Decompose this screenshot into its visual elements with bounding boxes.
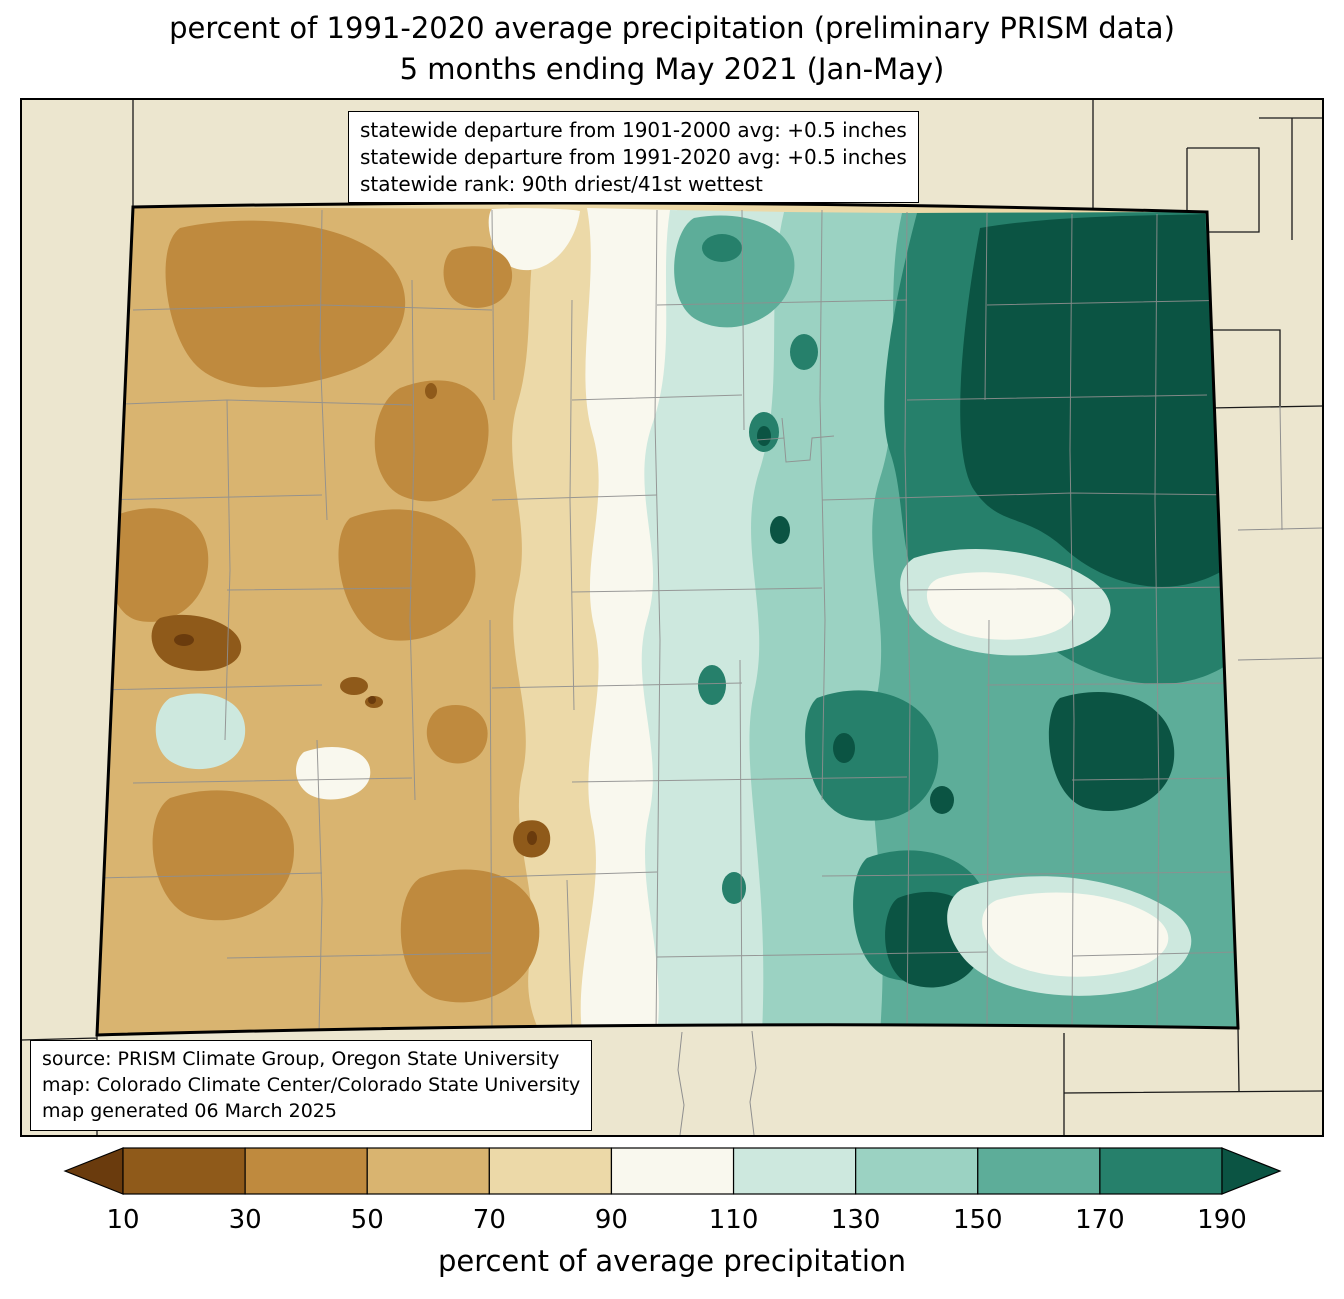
colorbar-segment bbox=[488, 1147, 613, 1195]
title-line-2: 5 months ending May 2021 (Jan-May) bbox=[399, 52, 945, 87]
colorado-precipitation-map bbox=[22, 100, 1322, 1135]
colorbar-segment bbox=[610, 1147, 735, 1195]
layer-30-50 bbox=[97, 220, 540, 1003]
stat-line: statewide departure from 1991-2020 avg: … bbox=[360, 144, 907, 169]
colorbar-segment bbox=[1099, 1147, 1223, 1195]
layer-90-110 bbox=[296, 208, 677, 1033]
source-line: map: Colorado Climate Center/Colorado St… bbox=[42, 1074, 581, 1097]
colorbar-label: percent of average precipitation bbox=[437, 1244, 907, 1278]
colorbar-segment bbox=[122, 1147, 246, 1195]
source-box: source: PRISM Climate Group, Oregon Stat… bbox=[30, 1040, 593, 1131]
colorbar-tick: 50 bbox=[351, 1205, 384, 1235]
title-line-1: percent of 1991-2020 average precipitati… bbox=[169, 11, 1175, 45]
county-lines bbox=[97, 209, 1238, 1034]
source-line: map generated 06 March 2025 bbox=[42, 1100, 337, 1123]
colorbar-tick: 130 bbox=[831, 1205, 881, 1235]
layer-130-150 bbox=[749, 212, 910, 1033]
colorbar-scale: 10 30 50 70 90 110 130 150 170 190 bbox=[63, 1147, 1282, 1235]
stat-line: statewide rank: 90th driest/41st wettest bbox=[360, 171, 763, 196]
contour-layers bbox=[97, 203, 1238, 1035]
colorbar-arrow-low bbox=[63, 1147, 124, 1195]
colorbar-tick: 90 bbox=[595, 1205, 628, 1235]
colorbar-tick: 10 bbox=[106, 1205, 139, 1235]
colorbar-tick: 30 bbox=[229, 1205, 262, 1235]
source-line: source: PRISM Climate Group, Oregon Stat… bbox=[42, 1048, 560, 1070]
statewide-stats-box: statewide departure from 1901-2000 avg: … bbox=[348, 111, 919, 204]
colorbar-segment bbox=[366, 1147, 490, 1195]
layer-lt-10 bbox=[174, 634, 537, 845]
colorbar: 10 30 50 70 90 110 130 150 170 190 percent of ave… bbox=[0, 1142, 1344, 1278]
colorbar-tick: 110 bbox=[709, 1205, 759, 1235]
layer-110-130 bbox=[155, 210, 790, 1033]
colorbar-segment bbox=[244, 1147, 368, 1195]
colorbar-segment bbox=[977, 1147, 1101, 1195]
colorbar-tick: 150 bbox=[953, 1205, 1003, 1235]
colorbar-tick: 170 bbox=[1075, 1205, 1125, 1235]
colorbar-tick: 70 bbox=[473, 1205, 506, 1235]
neighbor-county-lines bbox=[677, 405, 1322, 1135]
colorbar-segment bbox=[732, 1147, 857, 1195]
stat-line: statewide departure from 1901-2000 avg: … bbox=[360, 118, 907, 142]
map-frame: statewide departure from 1901-2000 avg: … bbox=[20, 98, 1324, 1137]
colorbar-tick: 190 bbox=[1197, 1205, 1247, 1235]
figure-title: percent of 1991-2020 average precipitati… bbox=[0, 8, 1344, 90]
colorbar-arrow-high bbox=[1221, 1147, 1282, 1195]
colorbar-segment bbox=[855, 1147, 979, 1195]
